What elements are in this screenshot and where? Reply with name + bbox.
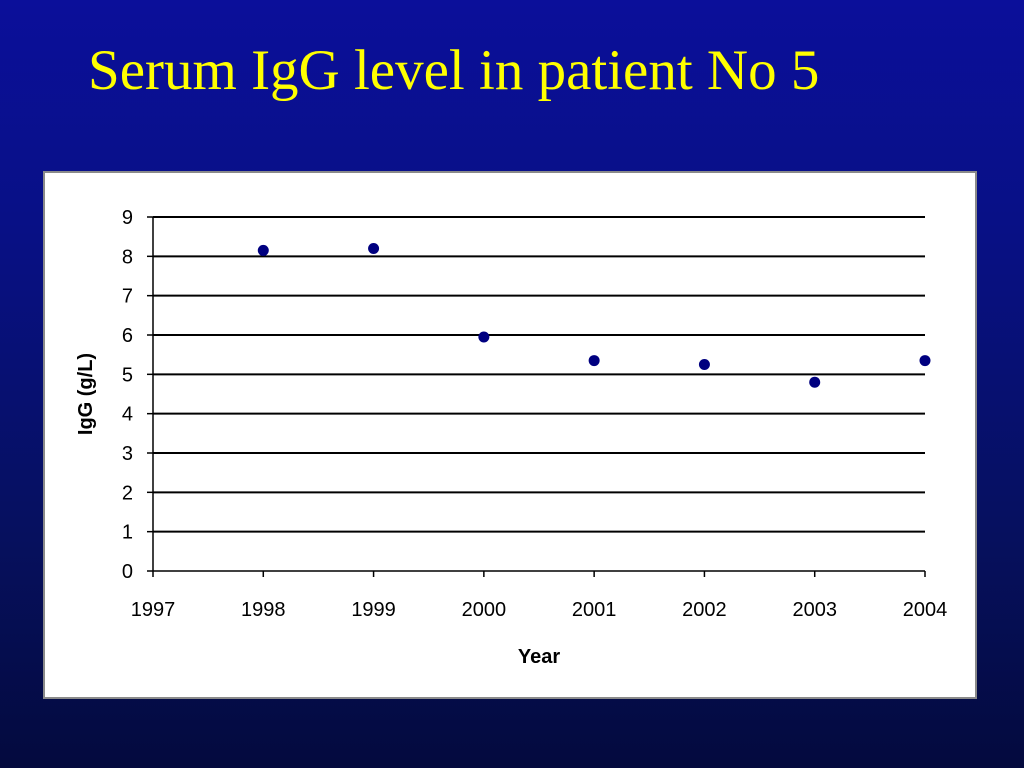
y-tick-label: 7 (122, 286, 133, 308)
y-tick-label: 5 (122, 364, 133, 386)
x-tick-label: 1999 (351, 599, 396, 621)
y-tick-label: 6 (122, 325, 133, 347)
data-point (257, 244, 269, 256)
x-tick-label: 1997 (131, 599, 176, 621)
x-tick-labels: 1997 1998 1999 2000 2001 2002 2003 2004 (131, 599, 948, 621)
y-tick-label: 8 (122, 246, 133, 268)
y-tick-label: 2 (122, 482, 133, 504)
x-tick-label: 2004 (903, 599, 948, 621)
axes (147, 216, 926, 577)
y-tick-label: 1 (122, 522, 133, 544)
x-tick-label: 2001 (572, 599, 617, 621)
data-point (588, 355, 600, 367)
x-tick-label: 2002 (682, 599, 727, 621)
x-axis-title: Year (518, 646, 560, 668)
x-tick-label: 2003 (792, 599, 837, 621)
chart-panel: 0 1 2 3 4 5 6 7 8 9 1997 1998 1999 2000 2001 2002 2003 2… (43, 171, 977, 699)
y-tick-label: 4 (122, 404, 133, 426)
data-point (919, 355, 931, 367)
data-point (368, 242, 380, 254)
igg-scatter-chart: 0 1 2 3 4 5 6 7 8 9 1997 1998 1999 2000 2001 2002 2003 2… (75, 207, 948, 668)
data-points (257, 242, 931, 388)
y-axis-title: IgG (g/L) (75, 353, 97, 435)
x-tick-label: 1998 (241, 599, 286, 621)
y-tick-label: 9 (122, 207, 133, 229)
slide-title: Serum IgG level in patient No 5 (88, 39, 820, 102)
data-point (478, 331, 490, 343)
data-point (809, 376, 821, 388)
y-tick-label: 3 (122, 443, 133, 465)
y-tick-labels: 0 1 2 3 4 5 6 7 8 9 (122, 207, 133, 583)
gridlines (153, 216, 925, 533)
y-tick-label: 0 (122, 561, 133, 583)
data-point (698, 359, 710, 370)
x-tick-label: 2000 (462, 599, 507, 621)
